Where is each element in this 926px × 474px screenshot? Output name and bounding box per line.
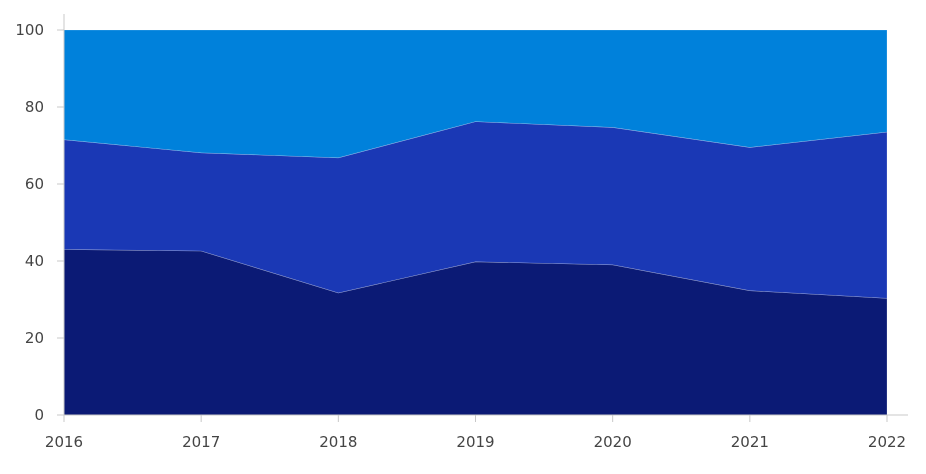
series-area-3: [63, 29, 888, 159]
y-tick-label: 80: [25, 98, 44, 116]
x-axis-ticks: 2016 2017 2018 2019 2020 2021 2022: [45, 415, 906, 451]
x-tick-label: 2018: [319, 433, 357, 451]
y-tick-label: 40: [25, 252, 44, 270]
x-tick-label: 2016: [45, 433, 83, 451]
x-tick-label: 2019: [456, 433, 494, 451]
x-tick-label: 2021: [731, 433, 769, 451]
x-tick-label: 2022: [868, 433, 906, 451]
y-axis-ticks: 0 20 40 60 80 100: [15, 21, 64, 424]
y-tick-label: 60: [25, 175, 44, 193]
axes: [63, 14, 908, 416]
y-tick-label: 100: [15, 21, 44, 39]
x-tick-label: 2020: [594, 433, 632, 451]
x-tick-label: 2017: [182, 433, 220, 451]
y-tick-label: 20: [25, 329, 44, 347]
series-areas: [63, 29, 888, 416]
series-area-2: [63, 121, 888, 299]
y-tick-label: 0: [34, 406, 44, 424]
